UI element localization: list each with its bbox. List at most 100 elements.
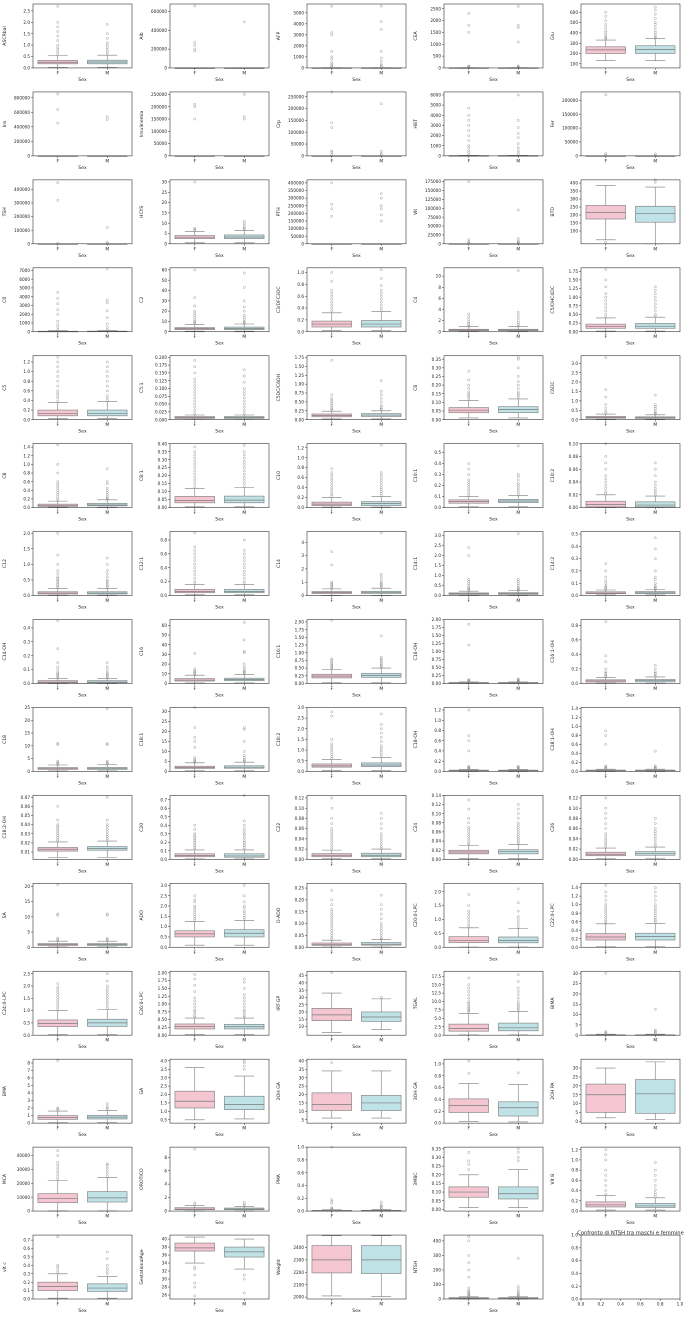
y-tick-label: 2500 [430, 6, 441, 11]
outlier-point [56, 1005, 60, 1009]
x-tick-label: F [330, 950, 333, 956]
y-tick-label: 3 [27, 1098, 30, 1103]
y-tick-label: 0.4 [571, 652, 578, 657]
y-tick-label: 400000 [14, 124, 30, 129]
outlier-point [379, 297, 383, 301]
y-tick-label: 3000 [293, 32, 304, 37]
y-tick-label: 200000 [14, 214, 30, 219]
y-tick-label: 20 [25, 884, 31, 889]
outlier-point [193, 453, 197, 457]
plot-frame [580, 1234, 681, 1300]
outlier-point [193, 761, 197, 764]
outlier-point [604, 585, 608, 589]
x-axis-label: Sex [78, 165, 87, 171]
outlier-point [516, 239, 520, 243]
outlier-point [193, 1002, 197, 1006]
outlier-point [56, 471, 60, 475]
x-tick-label: M [105, 1214, 109, 1220]
outlier-point [379, 812, 383, 815]
y-tick-label: 0.35 [158, 449, 168, 454]
x-tick-label: M [242, 774, 246, 780]
outlier-point [56, 1177, 60, 1181]
y-tick-label: 25 [573, 981, 579, 986]
outlier-point [105, 370, 109, 373]
x-axis-label: Sex [626, 429, 635, 435]
outlier-point [604, 492, 608, 495]
plot-frame [169, 707, 270, 772]
outlier-point [604, 588, 608, 591]
outlier-point [516, 321, 520, 325]
outlier-point [56, 297, 60, 300]
y-tick-label: 0.50 [569, 312, 579, 317]
outlier-point [379, 842, 383, 846]
outlier-point [242, 117, 246, 121]
outlier-point [604, 93, 608, 97]
y-tick-label: 0.5 [160, 1117, 167, 1122]
y-tick-label: 2.5 [434, 1024, 441, 1029]
y-tick-label: 4000 [19, 294, 30, 299]
plot-frame [169, 1058, 270, 1124]
outlier-point [604, 890, 608, 894]
y-tick-label: 0.8 [571, 623, 578, 628]
x-axis-label: Sex [352, 1132, 361, 1138]
x-axis-label: Sex [78, 341, 87, 347]
y-tick-label: 0.25 [295, 886, 305, 891]
plot-frame [169, 531, 270, 596]
y-tick-label: 2 [301, 566, 304, 571]
outlier-point [330, 398, 334, 402]
x-axis-label: Sex [78, 1308, 87, 1314]
outlier-point [330, 840, 334, 843]
outlier-point [242, 405, 246, 409]
outlier-point [330, 667, 334, 671]
plot-frame [580, 1058, 681, 1124]
x-axis-label: Sex [215, 868, 224, 874]
outlier-point [604, 388, 608, 391]
outlier-point [653, 575, 657, 579]
outlier-point [604, 356, 608, 359]
outlier-point [653, 1173, 657, 1177]
x-tick-label: M [105, 774, 109, 780]
x-tick-label: F [56, 598, 59, 604]
y-tick-label: 0.25 [295, 408, 305, 413]
outlier-point [56, 936, 60, 940]
outlier-point [604, 490, 608, 493]
y-tick-label: 0.0 [23, 66, 30, 71]
outlier-point [467, 180, 471, 183]
outlier-point [193, 569, 197, 573]
x-tick-label: M [379, 862, 383, 868]
outlier-point [242, 271, 246, 275]
box-F [448, 936, 489, 943]
y-axis-label: C5/OHC4DC [550, 286, 556, 314]
outlier-point [516, 990, 520, 993]
outlier-point [467, 392, 471, 396]
outlier-point [105, 482, 109, 486]
outlier-point [467, 1254, 471, 1257]
outlier-point [467, 1072, 471, 1075]
outlier-point [56, 50, 60, 54]
outlier-point [516, 40, 520, 44]
outlier-point [467, 986, 471, 990]
outlier-point [379, 927, 383, 930]
outlier-point [604, 620, 608, 624]
outlier-point [105, 795, 109, 799]
outlier-point [56, 323, 60, 327]
x-tick-label: F [193, 70, 196, 76]
plot-frame [169, 970, 270, 1036]
y-axis-label: IRT-GP [276, 996, 282, 1011]
outlier-point [105, 491, 109, 494]
outlier-point [242, 840, 246, 844]
y-tick-label: 0.200 [155, 355, 167, 360]
outlier-point [193, 1005, 197, 1009]
outlier-point [56, 761, 60, 764]
y-tick-label: 3000 [19, 303, 30, 308]
plot-frame [306, 795, 407, 860]
outlier-point [242, 756, 246, 759]
x-tick-label: F [467, 246, 470, 252]
x-tick-label: F [467, 862, 470, 868]
outlier-point [56, 328, 60, 332]
outlier-point [653, 403, 657, 406]
